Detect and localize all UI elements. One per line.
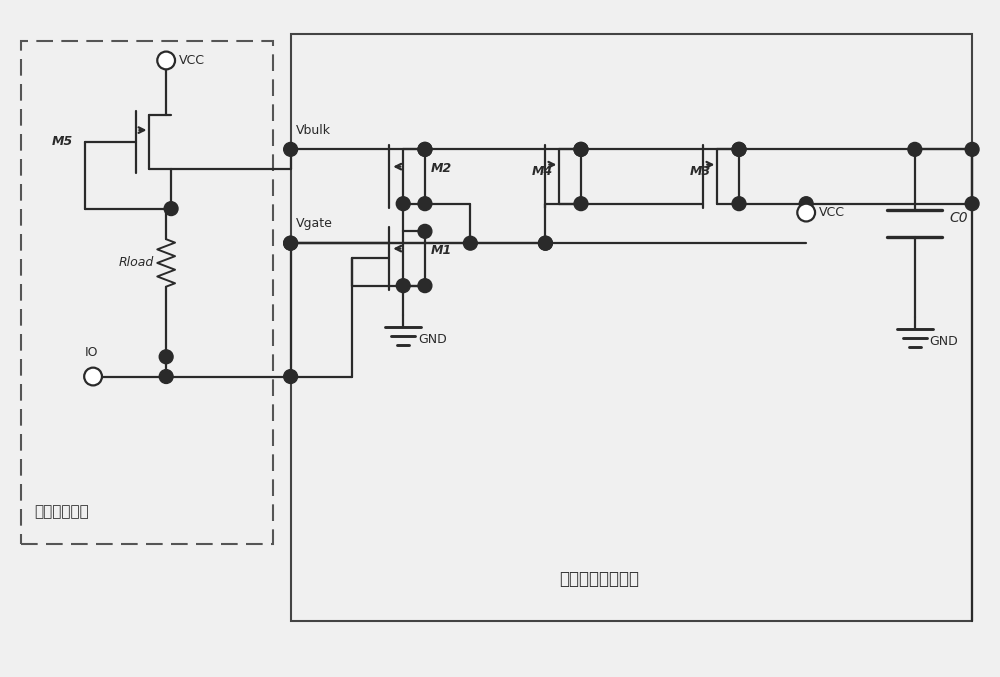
Circle shape	[418, 197, 432, 211]
Text: Vbulk: Vbulk	[296, 123, 331, 137]
Circle shape	[799, 197, 813, 211]
Circle shape	[284, 142, 298, 156]
Circle shape	[732, 197, 746, 211]
Text: Rload: Rload	[119, 257, 154, 269]
Circle shape	[965, 197, 979, 211]
Circle shape	[965, 142, 979, 156]
Text: M1: M1	[431, 244, 452, 257]
Circle shape	[574, 142, 588, 156]
Circle shape	[732, 142, 746, 156]
Circle shape	[418, 279, 432, 292]
Circle shape	[418, 224, 432, 238]
Circle shape	[159, 350, 173, 364]
Text: IO: IO	[84, 346, 98, 359]
Circle shape	[159, 370, 173, 383]
Circle shape	[84, 368, 102, 385]
Text: 控制信号产生模块: 控制信号产生模块	[559, 570, 639, 588]
Circle shape	[574, 197, 588, 211]
Circle shape	[284, 370, 298, 383]
Circle shape	[396, 279, 410, 292]
Text: VCC: VCC	[179, 54, 205, 67]
Circle shape	[539, 236, 552, 250]
Circle shape	[284, 236, 298, 250]
Text: 上拉电阵模块: 上拉电阵模块	[34, 504, 89, 519]
Text: GND: GND	[930, 336, 958, 349]
Circle shape	[908, 142, 922, 156]
Text: M3: M3	[690, 165, 711, 178]
Circle shape	[418, 142, 432, 156]
Text: GND: GND	[418, 334, 447, 347]
Text: C0: C0	[949, 211, 968, 225]
Circle shape	[418, 142, 432, 156]
Circle shape	[284, 236, 298, 250]
Text: VCC: VCC	[819, 206, 845, 219]
Circle shape	[157, 51, 175, 69]
Text: M2: M2	[431, 162, 452, 175]
Circle shape	[574, 142, 588, 156]
Circle shape	[539, 236, 552, 250]
Bar	[21, 41, 273, 544]
Text: M4: M4	[532, 165, 553, 178]
Circle shape	[463, 236, 477, 250]
Circle shape	[164, 202, 178, 215]
Text: M5: M5	[52, 135, 73, 148]
Text: Vgate: Vgate	[296, 217, 332, 230]
Circle shape	[396, 197, 410, 211]
Circle shape	[732, 142, 746, 156]
Circle shape	[797, 204, 815, 221]
Bar	[291, 34, 972, 621]
